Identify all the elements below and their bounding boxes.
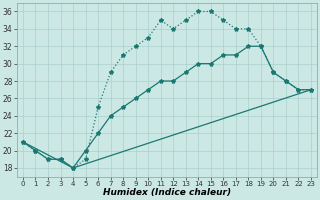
X-axis label: Humidex (Indice chaleur): Humidex (Indice chaleur)	[103, 188, 231, 197]
